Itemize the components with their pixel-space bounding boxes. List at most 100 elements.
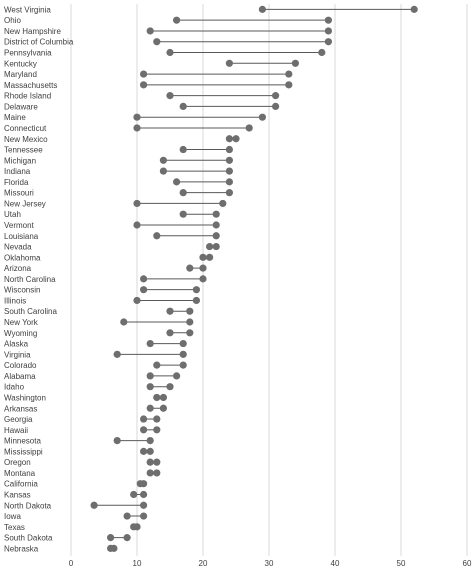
low-value-dot	[225, 135, 233, 143]
low-value-dot	[113, 350, 121, 358]
state-label: Hawaii	[4, 426, 28, 435]
low-value-dot	[153, 232, 161, 240]
x-tick-label: 0	[69, 559, 74, 568]
state-label: Nebraska	[4, 544, 39, 553]
high-value-dot	[153, 426, 161, 434]
low-value-dot	[90, 501, 98, 509]
high-value-dot	[324, 16, 332, 24]
state-label: Utah	[4, 210, 21, 219]
high-value-dot	[272, 92, 280, 100]
high-value-dot	[140, 512, 148, 520]
low-value-dot	[133, 296, 141, 305]
high-value-dot	[219, 199, 227, 208]
state-label: South Carolina	[4, 307, 57, 316]
high-value-dot	[186, 318, 194, 326]
high-value-dot	[199, 264, 207, 272]
high-value-dot	[225, 178, 233, 186]
low-value-dot	[199, 253, 207, 261]
low-value-dot	[153, 393, 161, 402]
low-value-dot	[140, 275, 148, 283]
state-label: Maryland	[4, 70, 37, 79]
low-value-dot	[146, 458, 154, 466]
state-label: District of Columbia	[4, 38, 74, 47]
low-value-dot	[179, 145, 187, 154]
high-value-dot	[166, 383, 174, 391]
state-label: Illinois	[4, 296, 26, 305]
low-value-dot	[133, 199, 141, 208]
low-value-dot	[258, 5, 266, 13]
state-label: Alaska	[4, 340, 29, 349]
low-value-dot	[159, 156, 167, 164]
state-label: Virginia	[4, 350, 31, 359]
high-value-dot	[212, 210, 220, 218]
state-label: Rhode Island	[4, 92, 51, 101]
low-value-dot	[113, 436, 121, 445]
state-label: North Carolina	[4, 275, 56, 284]
state-label: Minnesota	[4, 437, 41, 446]
high-value-dot	[146, 436, 154, 445]
high-value-dot	[110, 544, 118, 552]
state-label: Tennessee	[4, 146, 43, 155]
state-label: Texas	[4, 523, 25, 532]
state-label: Washington	[4, 393, 46, 402]
state-label: Missouri	[4, 189, 34, 198]
x-tick-label: 60	[463, 559, 472, 568]
low-value-dot	[166, 307, 174, 315]
high-value-dot	[140, 490, 148, 499]
state-label: Indiana	[4, 167, 31, 176]
high-value-dot	[173, 372, 181, 380]
high-value-dot	[212, 221, 220, 229]
low-value-dot	[146, 383, 154, 391]
state-label: South Dakota	[4, 534, 53, 543]
state-label: Florida	[4, 178, 29, 187]
state-label: Colorado	[4, 361, 37, 370]
low-value-dot	[166, 48, 174, 57]
high-value-dot	[153, 458, 161, 466]
low-value-dot	[146, 339, 154, 348]
high-value-dot	[324, 38, 332, 46]
high-value-dot	[179, 350, 187, 358]
high-value-dot	[225, 156, 233, 164]
low-value-dot	[179, 189, 187, 197]
state-label: Pennsylvania	[4, 49, 52, 58]
low-value-dot	[140, 426, 148, 434]
high-value-dot	[179, 361, 187, 369]
low-value-dot	[123, 512, 131, 520]
state-label: California	[4, 480, 38, 489]
high-value-dot	[159, 393, 167, 402]
state-label: Wyoming	[4, 329, 37, 338]
state-label: Montana	[4, 469, 36, 478]
state-label: Idaho	[4, 383, 25, 392]
low-value-dot	[130, 490, 138, 499]
low-value-dot	[179, 102, 187, 111]
low-value-dot	[107, 534, 115, 542]
high-value-dot	[179, 339, 187, 348]
low-value-dot	[133, 221, 141, 229]
state-label: Georgia	[4, 415, 33, 424]
high-value-dot	[272, 102, 280, 111]
high-value-dot	[199, 275, 207, 283]
low-value-dot	[140, 286, 148, 294]
high-value-dot	[192, 296, 200, 305]
low-value-dot	[186, 264, 194, 272]
low-value-dot	[179, 210, 187, 218]
low-value-dot	[146, 469, 154, 477]
low-value-dot	[153, 38, 161, 46]
low-value-dot	[133, 113, 141, 121]
x-tick-label: 50	[397, 559, 406, 568]
high-value-dot	[212, 232, 220, 240]
high-value-dot	[225, 189, 233, 197]
high-value-dot	[186, 307, 194, 315]
x-tick-label: 20	[199, 559, 208, 568]
low-value-dot	[146, 27, 154, 35]
low-value-dot	[173, 178, 181, 186]
x-axis-tick-labels: 0 10 20 30 40 50 60	[69, 559, 472, 568]
low-value-dot	[120, 318, 128, 326]
state-label: Wisconsin	[4, 286, 40, 295]
state-label: Vermont	[4, 221, 35, 230]
state-label: Nevada	[4, 243, 32, 252]
low-value-dot	[146, 372, 154, 380]
low-value-dot	[166, 329, 174, 337]
dumbbell-marks	[90, 5, 418, 552]
